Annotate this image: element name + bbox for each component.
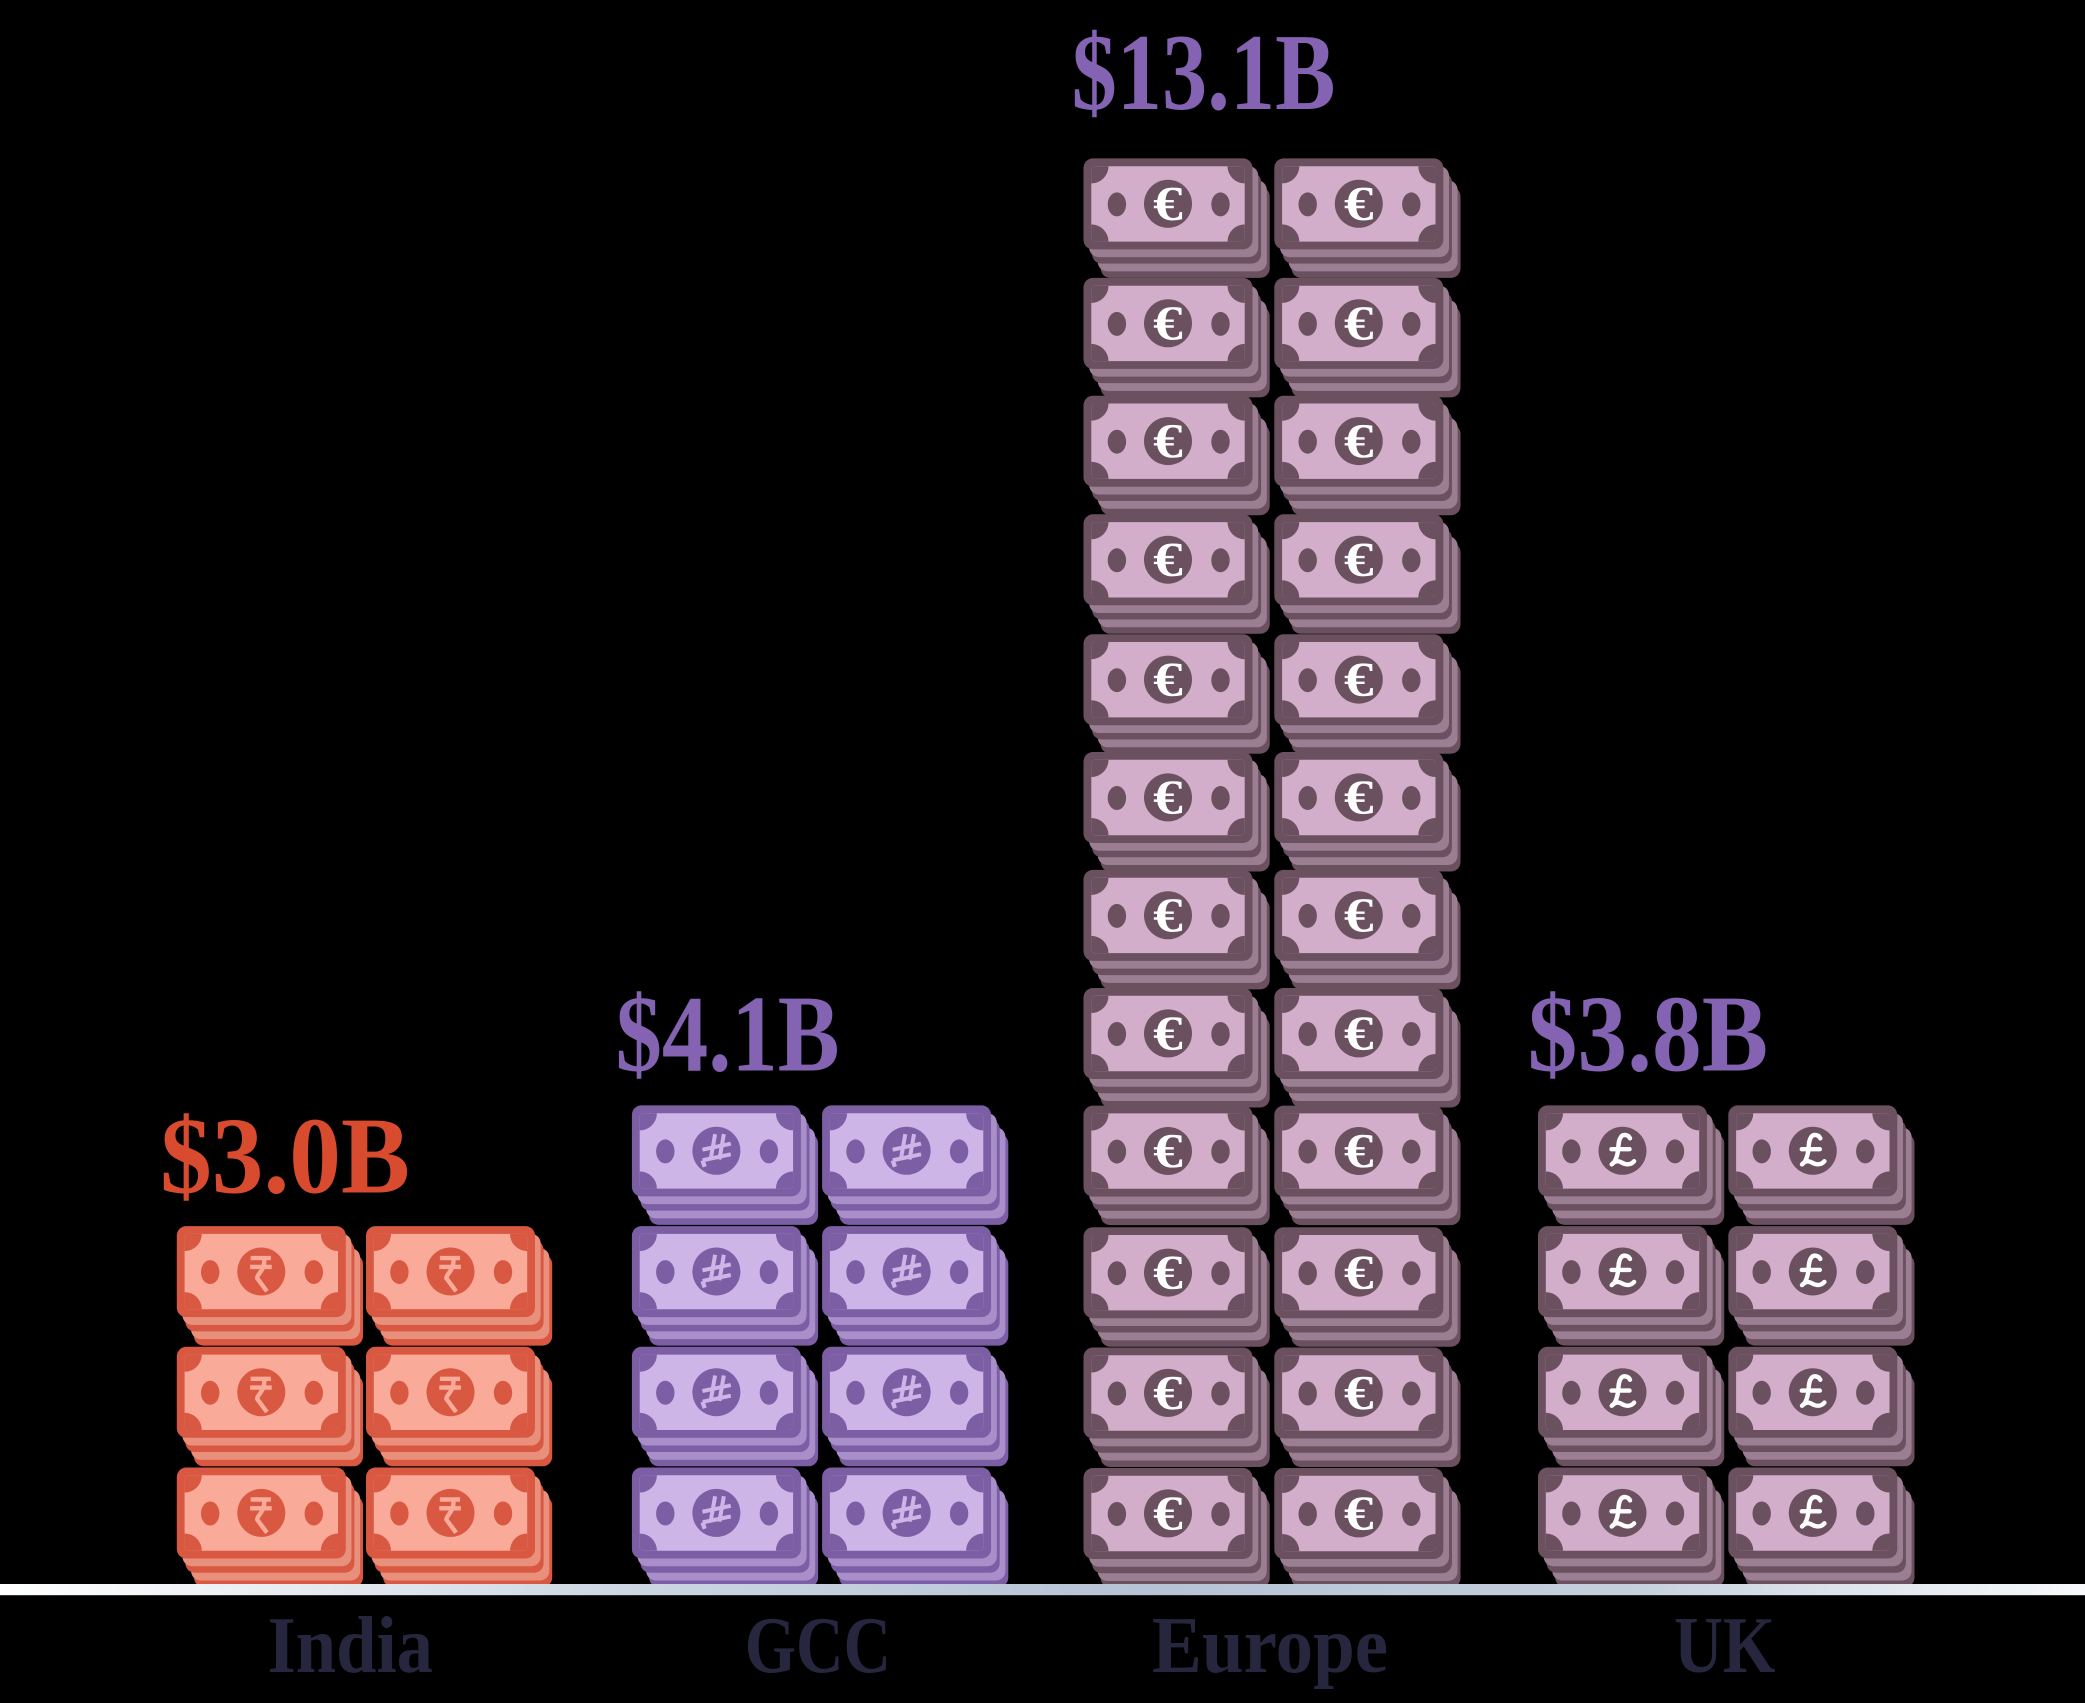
svg-text:$3.0B: $3.0B — [160, 1095, 410, 1216]
svg-text:$13.1B: $13.1B — [1072, 12, 1336, 133]
svg-text:GCC: GCC — [745, 1602, 891, 1690]
svg-text:Europe: Europe — [1152, 1602, 1388, 1690]
svg-text:UK: UK — [1674, 1602, 1776, 1690]
svg-text:$3.8B: $3.8B — [1528, 973, 1769, 1094]
svg-text:India: India — [267, 1602, 433, 1690]
svg-text:$4.1B: $4.1B — [616, 973, 840, 1094]
